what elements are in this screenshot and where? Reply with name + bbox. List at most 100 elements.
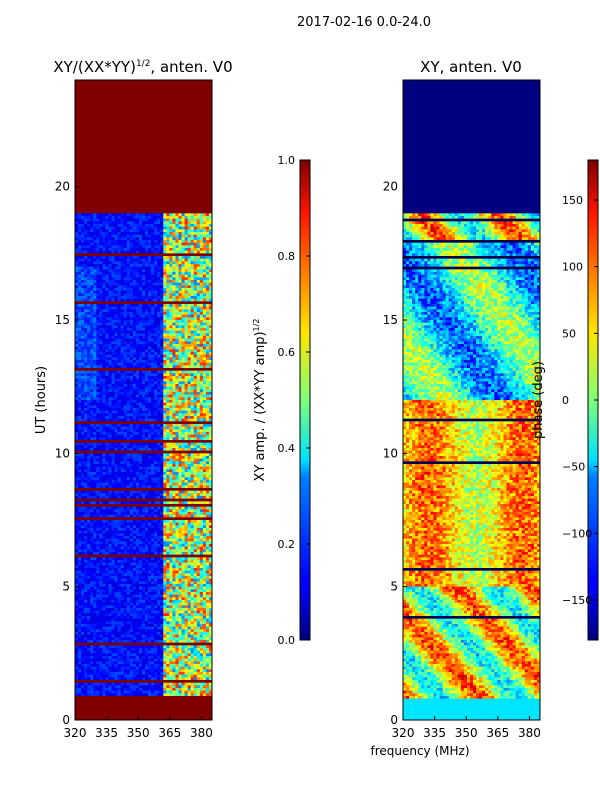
heatmap1-cell (157, 266, 161, 270)
heatmap1-cell (178, 264, 182, 267)
heatmap1-cell (181, 434, 185, 438)
heatmap1-cell (160, 352, 164, 355)
heatmap1-cell (114, 346, 118, 350)
heatmap1-cell (135, 522, 140, 526)
heatmap1-cell (184, 312, 188, 315)
heatmap1-cell (93, 226, 97, 230)
heatmap1-cell (90, 213, 94, 217)
heatmap1-cell (93, 322, 97, 326)
heatmap1-cell (154, 346, 158, 350)
heatmap1-cell (148, 216, 152, 219)
heatmap1-cell (138, 232, 143, 235)
heatmap1-cell (208, 352, 213, 355)
heatmap1-cell (114, 232, 118, 235)
heatmap1-cell (175, 248, 179, 251)
heatmap1-cell (75, 384, 79, 387)
heatmap1-cell (102, 410, 106, 414)
heatmap1-cell (84, 274, 88, 278)
heatmap1-cell (135, 514, 140, 518)
heatmap1-cell (184, 514, 188, 518)
heatmap1-cell (172, 349, 176, 353)
heatmap1-cell (169, 493, 173, 497)
heatmap1-cell (181, 325, 185, 329)
heatmap1-cell (78, 229, 82, 233)
heatmap1-cell (187, 229, 191, 233)
heatmap1-cell (117, 282, 121, 286)
heatmap1-cell (111, 445, 115, 449)
heatmap1-cell (123, 266, 128, 270)
heatmap1-cell (78, 213, 82, 217)
heatmap1-cell (154, 432, 158, 435)
heatmap1-cell (175, 365, 179, 369)
heatmap1-cell (148, 376, 152, 379)
heatmap1-cell (205, 344, 210, 347)
heatmap1-cell (81, 418, 85, 422)
heatmap1-cell (99, 456, 103, 459)
heatmap1-cell (148, 402, 152, 406)
heatmap1-cell (120, 365, 125, 369)
heatmap1-cell (87, 365, 91, 369)
heatmap1-cell (138, 386, 143, 390)
heatmap1-cell (160, 242, 164, 246)
heatmap1-cell (138, 418, 143, 422)
heatmap1-cell (129, 520, 134, 523)
heatmap1-cell (193, 370, 198, 374)
heatmap1-cell (199, 397, 204, 401)
heatmap1-cell (184, 336, 188, 339)
heatmap1-cell (123, 280, 128, 283)
heatmap1-cell (202, 237, 207, 241)
heatmap1-cell (199, 429, 204, 433)
heatmap1-cell (78, 333, 82, 337)
heatmap1-cell (108, 522, 112, 526)
heatmap1-cell (172, 266, 176, 270)
heatmap1-cell (99, 250, 103, 254)
heatmap1-cell (160, 277, 164, 281)
heatmap1-cell (120, 226, 125, 230)
heatmap1-cell (99, 384, 103, 387)
heatmap1-cell (187, 237, 191, 241)
heatmap1-cell (114, 373, 118, 377)
heatmap1-cell (175, 461, 179, 465)
heatmap1-cell (166, 213, 170, 217)
heatmap1-cell (141, 221, 146, 225)
heatmap1-cell (117, 349, 121, 353)
heatmap1-cell (96, 405, 100, 409)
heatmap1-cell (145, 426, 149, 430)
heatmap1-cell (145, 381, 149, 385)
heatmap1-cell (90, 354, 94, 358)
heatmap1-cell (93, 530, 97, 534)
panel1-title: XY/(XX*YY)1/2, anten. V0 (53, 58, 232, 76)
heatmap1-cell (75, 354, 79, 358)
heatmap1-cell (117, 354, 121, 358)
heatmap1-cell (138, 490, 143, 494)
heatmap1-cell (132, 264, 137, 267)
heatmap1-cell (157, 232, 161, 235)
heatmap1-cell (99, 349, 103, 353)
heatmap1-cell (148, 381, 152, 385)
heatmap1-cell (151, 530, 155, 534)
heatmap1-cell (151, 306, 155, 310)
heatmap1-cell (117, 437, 121, 441)
heatmap1-cell (178, 213, 182, 217)
heatmap1-cell (81, 381, 85, 385)
heatmap1-cell (99, 296, 103, 299)
heatmap1-cell (184, 386, 188, 390)
heatmap1-cell (117, 453, 121, 457)
heatmap1-cell (148, 410, 152, 414)
heatmap1-cell (202, 376, 207, 379)
heatmap1-cell (190, 328, 195, 331)
heatmap1-cell (163, 373, 167, 377)
heatmap1-cell (126, 317, 131, 321)
heatmap1-cell (154, 426, 158, 430)
heatmap1-cell (102, 426, 106, 430)
heatmap1-cell (199, 296, 204, 299)
heatmap1-cell (120, 501, 125, 505)
heatmap1-cell (120, 405, 125, 409)
heatmap1-cell (135, 261, 140, 265)
heatmap1-cell (181, 472, 185, 475)
heatmap1-cell (175, 437, 179, 441)
heatmap1-cell (181, 322, 185, 326)
heatmap1-cell (154, 288, 158, 291)
heatmap1-cell (157, 317, 161, 321)
heatmap1-cell (145, 469, 149, 473)
